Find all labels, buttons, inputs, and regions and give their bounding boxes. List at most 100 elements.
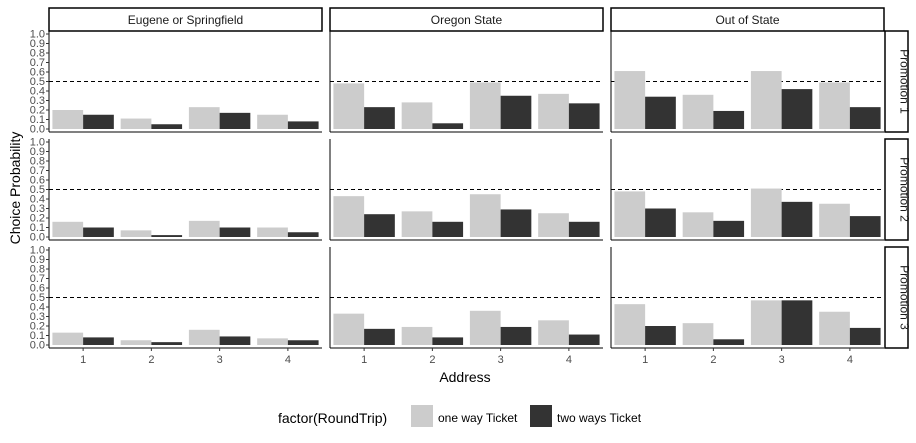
y-tick-label: 0.9 (30, 254, 45, 266)
y-tick-label: 0.3 (30, 311, 45, 323)
panel-promotion-1-eugene-or-springfield: 0.00.10.20.30.40.50.60.70.80.91.0 (30, 29, 322, 136)
y-tick-label: 0.0 (30, 340, 45, 352)
bar-two-ways-ticket-2 (713, 339, 745, 345)
x-tick-label: 3 (779, 354, 785, 366)
y-tick-label: 0.7 (30, 165, 45, 177)
bar-one-way-ticket-1 (52, 332, 84, 345)
x-tick-label: 4 (566, 354, 572, 366)
bar-one-way-ticket-3 (188, 329, 220, 345)
bar-two-ways-ticket-2 (151, 124, 183, 129)
bar-one-way-ticket-2 (682, 212, 714, 237)
bar-one-way-ticket-4 (819, 82, 850, 129)
bar-one-way-ticket-2 (401, 102, 433, 129)
bar-two-ways-ticket-2 (432, 123, 464, 129)
y-tick-label: 0.3 (30, 95, 45, 107)
bar-one-way-ticket-1 (614, 71, 646, 129)
bar-one-way-ticket-4 (538, 213, 569, 237)
y-tick-label: 0.8 (30, 156, 45, 168)
bar-two-ways-ticket-2 (713, 220, 745, 237)
bar-two-ways-ticket-2 (151, 235, 183, 237)
x-tick-label: 4 (847, 354, 853, 366)
x-axis-title: Address (439, 369, 490, 385)
bar-one-way-ticket-3 (469, 310, 501, 345)
strip-label-promotion-2: Promotion 2 (898, 157, 912, 222)
legend-title: factor(RoundTrip) (278, 410, 387, 426)
y-tick-label: 0.9 (30, 146, 45, 158)
panel-promotion-2-out-of-state (610, 139, 884, 241)
bar-one-way-ticket-4 (538, 93, 569, 129)
panel-promotion-3-oregon-state: 1 2 3 4 (329, 247, 603, 366)
bar-two-ways-ticket-2 (432, 337, 464, 345)
bar-two-ways-ticket-1 (364, 214, 395, 237)
strip-promotion-3 (884, 246, 909, 349)
bar-two-ways-ticket-3 (781, 300, 813, 345)
bar-two-ways-ticket-4 (849, 327, 881, 345)
legend-key-one-way-ticket (411, 405, 433, 427)
bar-one-way-ticket-3 (750, 300, 782, 345)
strip-label-out-of-state: Out of State (715, 13, 779, 27)
y-tick-label: 0.6 (30, 67, 45, 79)
bar-two-ways-ticket-3 (219, 336, 251, 345)
bar-two-ways-ticket-1 (83, 337, 114, 345)
legend-label-one-way-ticket: one way Ticket (438, 411, 518, 425)
y-tick-label: 1.0 (30, 29, 45, 41)
x-tick-label: 1 (642, 354, 648, 366)
bar-two-ways-ticket-4 (287, 121, 319, 129)
y-tick-label: 0.7 (30, 273, 45, 285)
y-tick-label: 0.5 (30, 76, 45, 88)
facet-panels: Eugene or Springfield Oregon State Out of … (30, 7, 912, 366)
strip-oregon-state (329, 7, 604, 32)
y-tick-label: 0.4 (30, 194, 45, 206)
bar-two-ways-ticket-3 (500, 326, 532, 345)
y-tick-label: 0.8 (30, 48, 45, 60)
bar-two-ways-ticket-4 (568, 103, 600, 129)
bar-one-way-ticket-2 (682, 323, 714, 345)
x-tick-label: 2 (148, 354, 154, 366)
bar-one-way-ticket-1 (333, 196, 365, 237)
bar-two-ways-ticket-3 (219, 227, 251, 237)
bar-two-ways-ticket-4 (849, 216, 881, 237)
legend-label-two-ways-ticket: two ways Ticket (557, 411, 642, 425)
y-tick-label: 0.1 (30, 114, 45, 126)
y-tick-label: 0.2 (30, 321, 45, 333)
bar-one-way-ticket-1 (52, 221, 84, 237)
bar-one-way-ticket-3 (750, 188, 782, 237)
y-tick-label: 1.0 (30, 245, 45, 257)
y-tick-label: 0.1 (30, 330, 45, 342)
strip-eugene-or-springfield (48, 7, 323, 32)
bar-one-way-ticket-1 (52, 110, 84, 129)
bar-two-ways-ticket-1 (645, 96, 676, 129)
y-tick-label: 0.5 (30, 292, 45, 304)
bar-two-ways-ticket-3 (219, 112, 251, 129)
bar-two-ways-ticket-1 (645, 326, 676, 345)
x-tick-label: 3 (217, 354, 223, 366)
bar-two-ways-ticket-4 (568, 221, 600, 237)
y-tick-label: 0.4 (30, 86, 45, 98)
bar-one-way-ticket-2 (120, 340, 152, 345)
panel-promotion-1-out-of-state (610, 31, 884, 133)
bar-two-ways-ticket-4 (849, 107, 881, 129)
bar-one-way-ticket-2 (401, 326, 433, 345)
bar-one-way-ticket-4 (257, 338, 288, 345)
bar-one-way-ticket-3 (188, 107, 220, 129)
bar-one-way-ticket-2 (401, 211, 433, 237)
y-tick-label: 0.1 (30, 222, 45, 234)
bar-one-way-ticket-3 (469, 82, 501, 129)
y-axis-title: Choice Probability (7, 132, 23, 245)
bar-one-way-ticket-4 (257, 114, 288, 129)
y-tick-label: 0.5 (30, 184, 45, 196)
strip-promotion-2 (884, 138, 909, 241)
x-tick-label: 1 (361, 354, 367, 366)
strip-promotion-1 (884, 30, 909, 133)
panel-promotion-3-out-of-state: 1 2 3 4 (610, 247, 884, 366)
strip-out-of-state (610, 7, 885, 32)
bar-two-ways-ticket-1 (645, 208, 676, 237)
bar-one-way-ticket-4 (257, 227, 288, 237)
y-tick-label: 0.4 (30, 302, 45, 314)
bar-one-way-ticket-2 (682, 94, 714, 129)
x-tick-label: 4 (285, 354, 291, 366)
bar-two-ways-ticket-1 (83, 227, 114, 237)
y-tick-label: 0.3 (30, 203, 45, 215)
y-tick-label: 0.9 (30, 38, 45, 50)
